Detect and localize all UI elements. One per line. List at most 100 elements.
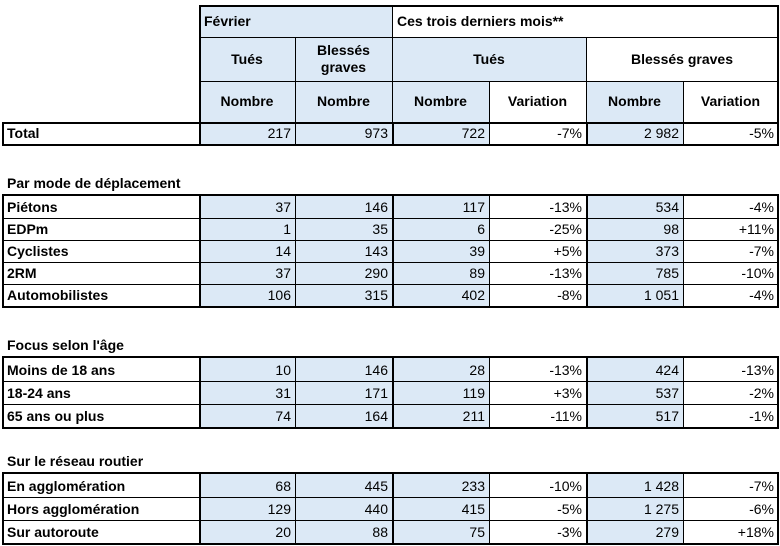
value-cell: 279 (586, 520, 683, 543)
grid-line (683, 194, 684, 308)
value-cell: 75 (392, 520, 489, 543)
grid-line (2, 218, 778, 219)
value-cell: 146 (295, 196, 392, 218)
row-label: Cyclistes (7, 243, 69, 259)
value-cell: 37 (199, 196, 295, 218)
value-cell: -3% (557, 523, 582, 540)
grid-line (392, 472, 394, 545)
value-cell: +18% (737, 523, 774, 540)
value-cell: 415 (392, 497, 489, 520)
value-cell: 28 (392, 358, 489, 381)
grid-line (586, 356, 588, 429)
value-cell: 89 (392, 262, 489, 284)
row-label: Piétons (7, 199, 58, 215)
grid-line (2, 472, 4, 545)
value-cell: 315 (295, 284, 392, 306)
header-fevrier: Février (199, 5, 392, 37)
grid-line (777, 356, 779, 429)
grid-line (2, 144, 778, 146)
grid-line (199, 5, 201, 122)
section-title: Focus selon l'âge (7, 337, 124, 353)
value-cell: 424 (586, 358, 683, 381)
value-cell: 14 (199, 240, 295, 262)
value-cell: 1 275 (586, 497, 683, 520)
grid-line (2, 240, 778, 241)
value-cell: -5% (557, 500, 582, 517)
grid-line (2, 306, 778, 308)
value-cell: -7% (749, 477, 774, 494)
value-cell: 171 (295, 381, 392, 404)
value-cell: 31 (199, 381, 295, 404)
grid-line (777, 122, 779, 146)
value-cell: 534 (586, 196, 683, 218)
value-cell: 119 (392, 381, 489, 404)
grid-line (2, 284, 778, 285)
grid-line (199, 356, 201, 429)
grid-line (489, 194, 490, 308)
section-title: Par mode de déplacement (7, 175, 181, 191)
header-blesses-fevrier: Blessés graves (295, 37, 392, 81)
grid-line (199, 472, 201, 545)
grid-line (2, 356, 4, 429)
grid-line (586, 37, 587, 122)
header-tues-fevrier: Tués (199, 37, 295, 81)
value-cell: -6% (749, 500, 774, 517)
row-label: EDPm (7, 221, 49, 237)
grid-line (2, 520, 778, 521)
value-cell: -5% (749, 125, 774, 141)
grid-line (2, 194, 778, 196)
value-cell: -1% (749, 407, 774, 424)
header-nombre: Nombre (295, 81, 392, 122)
value-cell: -13% (549, 199, 582, 215)
value-cell: -7% (749, 243, 774, 259)
row-label: Sur autoroute (7, 523, 99, 540)
grid-line (295, 472, 296, 545)
value-cell: 973 (295, 122, 392, 144)
grid-line (2, 404, 778, 405)
row-label: 2RM (7, 265, 37, 281)
header-nombre: Nombre (199, 81, 295, 122)
grid-line (586, 194, 588, 308)
grid-line (199, 194, 201, 308)
grid-line (392, 356, 394, 429)
grid-line (586, 472, 588, 545)
grid-line (199, 81, 778, 82)
header-variation: Variation (507, 93, 568, 109)
value-cell: 290 (295, 262, 392, 284)
header-nombre: Nombre (586, 81, 683, 122)
value-cell: 35 (295, 218, 392, 240)
value-cell: 6 (392, 218, 489, 240)
header-blesses-3mois: Blessés graves (631, 50, 733, 67)
value-cell: 143 (295, 240, 392, 262)
grid-line (2, 262, 778, 263)
value-cell: -4% (749, 287, 774, 303)
row-label: Automobilistes (7, 287, 109, 303)
value-cell: -7% (557, 125, 582, 141)
row-label: Total (7, 125, 40, 141)
value-cell: 68 (199, 474, 295, 497)
row-label: Moins de 18 ans (7, 361, 116, 378)
value-cell: -10% (741, 265, 774, 281)
grid-line (2, 381, 778, 382)
grid-line (2, 194, 4, 308)
value-cell: 146 (295, 358, 392, 381)
value-cell: 117 (392, 196, 489, 218)
value-cell: -10% (549, 477, 582, 494)
value-cell: 445 (295, 474, 392, 497)
value-cell: +5% (553, 243, 582, 259)
value-cell: -25% (549, 221, 582, 237)
value-cell: 402 (392, 284, 489, 306)
value-cell: 233 (392, 474, 489, 497)
value-cell: 785 (586, 262, 683, 284)
grid-line (586, 122, 588, 146)
row-label: 65 ans ou plus (7, 407, 105, 424)
value-cell: 106 (199, 284, 295, 306)
grid-line (683, 356, 684, 429)
row-label: Hors agglomération (7, 500, 140, 517)
value-cell: 74 (199, 404, 295, 427)
grid-line (199, 5, 778, 7)
value-cell: -13% (741, 361, 774, 378)
grid-line (295, 37, 296, 122)
value-cell: -4% (749, 199, 774, 215)
value-cell: 37 (199, 262, 295, 284)
